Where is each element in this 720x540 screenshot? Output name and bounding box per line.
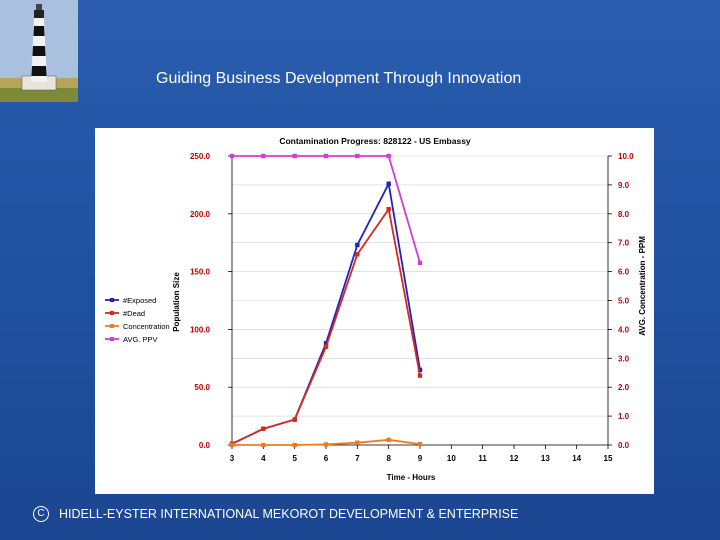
y-axis-label: Population Size — [172, 272, 181, 332]
copyright-icon: C — [33, 506, 49, 522]
x-tick-label: 7 — [355, 454, 360, 463]
data-point — [229, 442, 235, 448]
y-tick-label: 200.0 — [190, 210, 211, 219]
data-point — [323, 442, 329, 447]
data-point — [417, 441, 423, 447]
chart-axes: 0.0 50.0 100.0 150.0 200.0 250.0 0.0 1.0 2.0 3.0 4… — [190, 152, 634, 463]
data-point — [386, 437, 391, 442]
data-point — [261, 426, 266, 432]
legend-entry: AVG. PPV — [123, 335, 157, 344]
x-tick-label: 5 — [292, 454, 297, 463]
x-tick-label: 10 — [447, 454, 456, 463]
chart-panel: Contamination Progress: 828122 - US Emba… — [95, 128, 654, 494]
footer: C HIDELL-EYSTER INTERNATIONAL MEKOROT DE… — [33, 506, 518, 522]
y2-tick-label: 9.0 — [618, 181, 630, 190]
legend-marker — [110, 337, 114, 341]
data-point — [323, 344, 329, 349]
x-tick-label: 12 — [510, 454, 519, 463]
data-point — [355, 252, 360, 257]
chart-legend: #Exposed #Dead Concentration AVG. PPV — [105, 296, 170, 344]
y2-tick-label: 5.0 — [618, 297, 630, 306]
y-tick-label: 50.0 — [194, 383, 210, 392]
legend-entry: Concentration — [123, 322, 170, 331]
x-tick-label: 6 — [324, 454, 329, 463]
data-point — [292, 442, 297, 448]
y-tick-label: 150.0 — [190, 268, 211, 277]
footer-text: HIDELL-EYSTER INTERNATIONAL MEKOROT DEVE… — [59, 507, 519, 521]
data-point — [355, 440, 360, 445]
y-tick-label: 0.0 — [199, 441, 211, 450]
y2-tick-label: 4.0 — [618, 325, 630, 334]
legend-marker — [110, 298, 114, 302]
data-point — [386, 181, 391, 186]
data-point — [355, 153, 360, 159]
y2-axis-label: AVG. Concentration - PPM — [638, 236, 647, 336]
contamination-chart: Contamination Progress: 828122 - US Emba… — [105, 136, 647, 482]
x-tick-label: 13 — [541, 454, 550, 463]
data-point — [292, 417, 297, 422]
data-point — [417, 373, 423, 378]
data-point — [323, 153, 329, 159]
y2-tick-label: 6.0 — [618, 268, 630, 277]
slide-headline: Guiding Business Development Through Inn… — [156, 70, 522, 87]
chart-grid — [232, 155, 608, 446]
y2-tick-label: 10.0 — [618, 152, 634, 161]
series-line — [232, 155, 421, 264]
data-point — [417, 367, 423, 373]
legend-marker — [110, 324, 114, 328]
data-point — [323, 341, 329, 346]
data-point — [417, 260, 423, 266]
y2-tick-label: 1.0 — [618, 412, 630, 421]
y2-tick-label: 0.0 — [618, 441, 630, 450]
legend-entry: #Exposed — [123, 296, 156, 305]
legend-marker — [110, 311, 114, 315]
x-tick-label: 15 — [604, 454, 613, 463]
x-tick-label: 3 — [230, 454, 235, 463]
data-point — [386, 153, 391, 159]
data-point — [386, 206, 391, 212]
data-point — [261, 153, 266, 159]
y2-tick-label: 7.0 — [618, 239, 630, 248]
data-point — [229, 153, 235, 159]
data-point — [292, 153, 297, 159]
series-line — [231, 206, 421, 445]
legend-entry: #Dead — [123, 309, 145, 318]
x-tick-label: 11 — [478, 454, 487, 463]
x-axis-label: Time - Hours — [387, 473, 436, 482]
lighthouse-logo — [0, 0, 78, 102]
y-tick-label: 100.0 — [190, 325, 211, 334]
y2-tick-label: 3.0 — [618, 354, 630, 363]
data-point — [355, 242, 360, 248]
x-tick-label: 4 — [261, 454, 266, 463]
x-tick-label: 9 — [418, 454, 423, 463]
x-tick-label: 8 — [386, 454, 391, 463]
x-tick-label: 14 — [572, 454, 581, 463]
y-tick-label: 250.0 — [190, 152, 211, 161]
data-point — [261, 442, 266, 448]
chart-title: Contamination Progress: 828122 - US Emba… — [279, 136, 471, 146]
y2-tick-label: 2.0 — [618, 383, 630, 392]
chart-series — [229, 153, 423, 448]
y2-tick-label: 8.0 — [618, 210, 630, 219]
